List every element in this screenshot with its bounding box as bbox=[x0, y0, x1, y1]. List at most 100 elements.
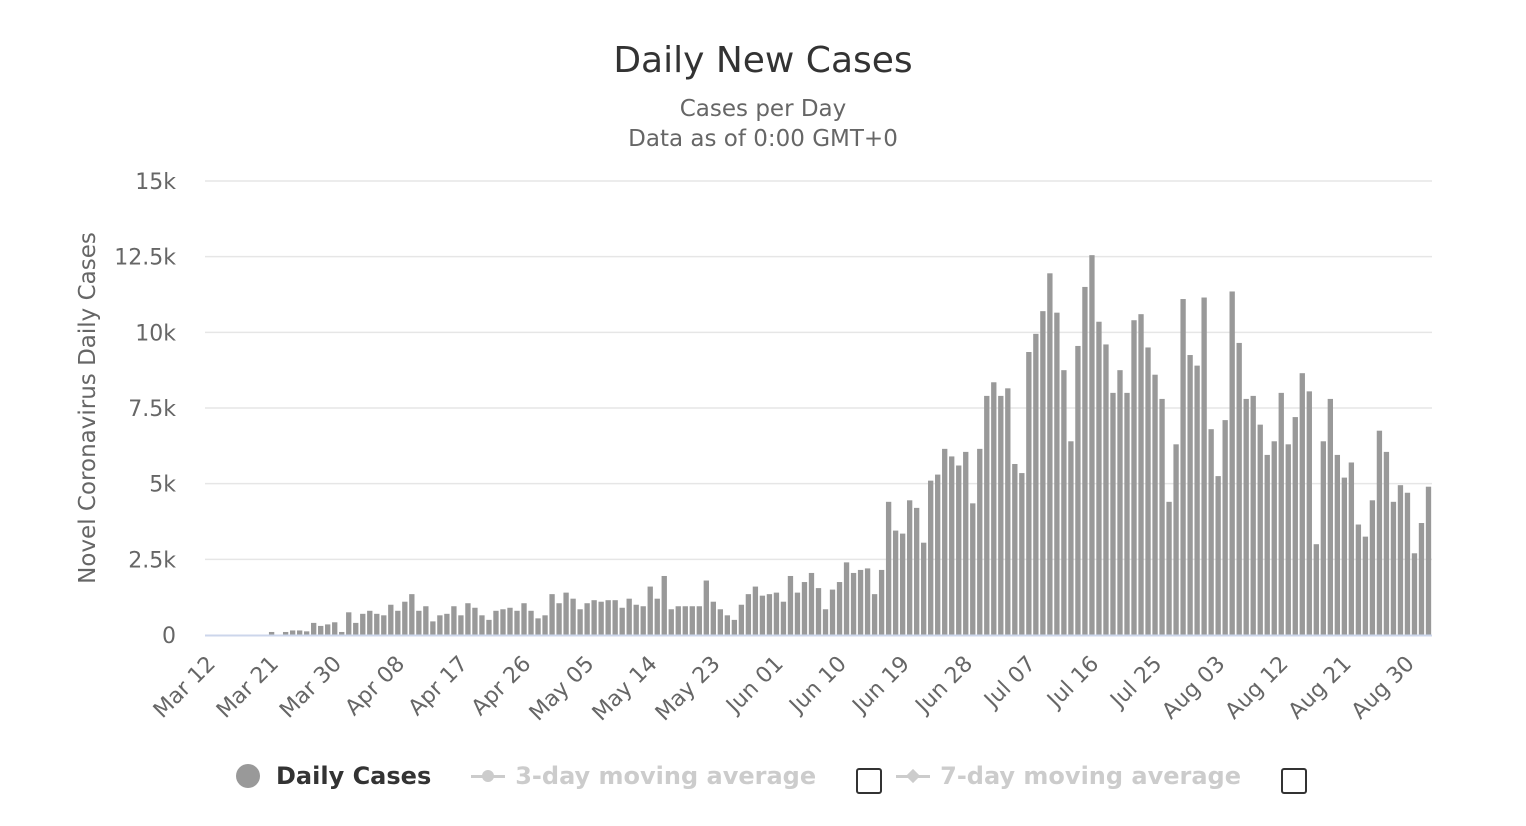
legend-item-7-day-average[interactable]: 7-day moving average bbox=[896, 762, 1241, 790]
bar bbox=[268, 631, 275, 635]
bar bbox=[703, 580, 709, 635]
x-tick-label: Mar 21 bbox=[212, 652, 284, 724]
bar bbox=[1257, 424, 1263, 635]
bar bbox=[507, 607, 513, 635]
checkbox-7-day-average[interactable] bbox=[1281, 768, 1308, 794]
legend-item-daily-cases[interactable]: Daily Cases bbox=[236, 762, 431, 790]
bar bbox=[906, 500, 913, 635]
bar bbox=[1369, 500, 1376, 635]
bar bbox=[626, 598, 632, 635]
bar bbox=[1222, 420, 1228, 635]
bar bbox=[409, 594, 415, 635]
bar bbox=[1089, 255, 1095, 636]
bar bbox=[1005, 388, 1011, 635]
bar bbox=[1131, 320, 1137, 635]
bar bbox=[563, 592, 569, 635]
y-tick-label: 10k bbox=[135, 321, 176, 346]
bar bbox=[1054, 312, 1060, 635]
bar bbox=[1341, 477, 1348, 635]
bar bbox=[1117, 370, 1123, 635]
bar bbox=[1096, 321, 1102, 635]
x-tick-label: May 14 bbox=[588, 652, 663, 727]
bar bbox=[612, 600, 618, 635]
bar bbox=[1348, 462, 1355, 635]
bar bbox=[942, 448, 948, 635]
x-tick-label: Aug 21 bbox=[1284, 652, 1357, 725]
bar bbox=[1061, 370, 1067, 635]
bar bbox=[871, 594, 878, 635]
bar bbox=[808, 572, 815, 635]
bar bbox=[1327, 398, 1333, 635]
bar bbox=[1033, 333, 1039, 635]
chart-subtitle-line-1: Cases per Day bbox=[679, 96, 847, 122]
x-tick-label: Jun 01 bbox=[721, 652, 789, 720]
bar bbox=[885, 501, 892, 635]
bar bbox=[1313, 544, 1319, 635]
bar bbox=[1271, 441, 1277, 635]
bar bbox=[325, 624, 331, 635]
bar bbox=[493, 610, 499, 635]
bar bbox=[367, 610, 373, 635]
bar bbox=[556, 603, 562, 635]
bar bbox=[850, 572, 857, 635]
bar bbox=[1229, 291, 1235, 635]
bar bbox=[1026, 352, 1032, 635]
bar bbox=[360, 613, 366, 635]
bar bbox=[654, 598, 660, 635]
bar bbox=[998, 395, 1004, 635]
bar bbox=[1362, 536, 1369, 635]
bar bbox=[1264, 454, 1270, 635]
bar bbox=[892, 530, 899, 635]
bar bbox=[1124, 392, 1130, 635]
legend-label-daily-cases: Daily Cases bbox=[276, 762, 432, 790]
bar bbox=[591, 600, 597, 635]
bar bbox=[289, 630, 296, 635]
bar bbox=[956, 465, 962, 635]
bar bbox=[1138, 314, 1144, 635]
bar bbox=[282, 631, 289, 635]
checkbox-3-day-average[interactable] bbox=[856, 768, 883, 794]
bar bbox=[913, 507, 920, 635]
bar bbox=[661, 575, 667, 635]
chart-subtitle-line-2: Data as of 0:00 GMT+0 bbox=[628, 126, 898, 152]
legend-label-7-day-average: 7-day moving average bbox=[940, 762, 1242, 790]
bar bbox=[1285, 444, 1291, 635]
bar bbox=[1208, 429, 1214, 635]
bar bbox=[1187, 355, 1193, 635]
bar bbox=[528, 610, 534, 635]
y-axis-title: Novel Coronavirus Daily Cases bbox=[75, 232, 101, 584]
bar bbox=[479, 615, 485, 635]
bar bbox=[815, 588, 822, 635]
bar bbox=[388, 604, 394, 635]
bar bbox=[1320, 441, 1326, 635]
bar bbox=[935, 474, 941, 635]
bar bbox=[1306, 391, 1312, 635]
bar bbox=[1411, 553, 1418, 635]
bar bbox=[822, 609, 829, 635]
x-tick-label: Mar 30 bbox=[275, 652, 347, 724]
bar bbox=[423, 606, 429, 635]
bar bbox=[668, 609, 674, 635]
bar bbox=[640, 606, 646, 635]
bar bbox=[780, 601, 787, 635]
bar bbox=[430, 621, 436, 635]
chart-title: Daily New Cases bbox=[613, 40, 913, 81]
bar bbox=[1404, 492, 1411, 635]
bar bbox=[921, 542, 927, 635]
bar bbox=[605, 600, 611, 635]
y-tick-label: 0 bbox=[162, 624, 176, 649]
bar bbox=[731, 619, 738, 635]
bar bbox=[1145, 347, 1151, 635]
bar bbox=[395, 610, 401, 635]
bar bbox=[963, 451, 969, 635]
bar bbox=[689, 606, 695, 635]
bar bbox=[738, 604, 745, 635]
bar bbox=[829, 589, 836, 635]
bar bbox=[1082, 286, 1088, 635]
bar bbox=[1194, 365, 1200, 635]
bar bbox=[801, 582, 808, 635]
bar bbox=[458, 615, 464, 635]
y-tick-label: 2.5k bbox=[128, 548, 176, 573]
legend-item-3-day-average[interactable]: 3-day moving average bbox=[471, 762, 816, 790]
bar bbox=[717, 609, 724, 635]
